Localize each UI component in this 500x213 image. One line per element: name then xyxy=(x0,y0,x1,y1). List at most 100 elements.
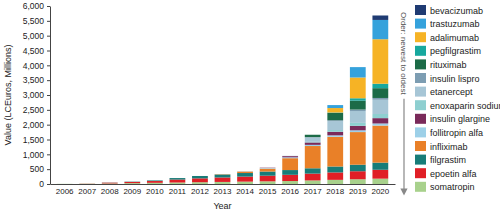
y-tick-label: 2,000 xyxy=(23,120,45,130)
bar-segment xyxy=(260,167,276,168)
y-tick: 500 xyxy=(30,164,50,174)
bar-segment xyxy=(260,176,276,182)
bar-segment xyxy=(102,182,118,183)
bar-segment xyxy=(102,182,118,183)
bar-segment xyxy=(237,172,253,173)
y-tick-label: 4,500 xyxy=(23,46,45,56)
legend-label: epoetin alfa xyxy=(430,169,477,179)
bar-segment xyxy=(79,183,95,184)
legend-item: pegfilgrastim xyxy=(415,46,481,57)
bar-segment xyxy=(79,183,95,184)
x-tick: 2011 xyxy=(169,184,187,196)
bar-segment xyxy=(147,180,163,181)
bar-segment xyxy=(282,155,298,156)
x-tick: 2010 xyxy=(146,184,164,196)
bar-segment xyxy=(282,170,298,175)
bar-segment xyxy=(57,183,73,184)
x-tick-label: 2006 xyxy=(56,187,74,196)
legend-item: insulin glargine xyxy=(415,114,490,125)
bar-segment xyxy=(147,180,163,181)
bar-segment xyxy=(102,182,118,183)
bar-segment xyxy=(79,183,95,184)
bar-segment xyxy=(147,180,163,181)
bar-segment xyxy=(102,182,118,183)
y-tick: 3,000 xyxy=(23,90,50,100)
legend-swatch xyxy=(415,46,426,56)
bar-segment xyxy=(327,135,343,136)
bar-segment xyxy=(192,175,208,176)
legend-item: rituximab xyxy=(415,59,467,70)
y-axis: 05001,0001,5002,0002,5003,0003,5004,0004… xyxy=(23,1,51,189)
x-tick: 2012 xyxy=(191,184,209,196)
bar-segment xyxy=(192,175,208,176)
bar-segment xyxy=(305,168,321,173)
y-tick-label: 500 xyxy=(30,164,44,174)
x-tick: 2007 xyxy=(78,184,96,196)
y-tick-mark xyxy=(47,6,50,7)
bar-segment xyxy=(350,165,366,172)
legend-label: somatropin xyxy=(430,182,475,192)
bar-segment xyxy=(215,175,231,178)
x-tick: 2015 xyxy=(259,184,277,196)
legend-item: insulin lispro xyxy=(415,73,480,84)
bar-segment xyxy=(282,156,298,157)
bar-segment xyxy=(102,182,118,183)
bar-segment xyxy=(192,175,208,176)
y-tick-mark xyxy=(47,80,50,81)
bar-segment xyxy=(124,181,140,182)
bar-segment xyxy=(327,130,343,132)
bar-segment xyxy=(215,174,231,175)
x-tick-label: 2019 xyxy=(349,187,367,196)
bar-segment xyxy=(102,182,118,183)
bar-segment xyxy=(192,175,208,176)
bar-segment xyxy=(282,155,298,156)
legend-label: etanercept xyxy=(430,87,473,97)
x-axis-line xyxy=(51,184,396,185)
x-tick: 2018 xyxy=(326,184,344,196)
legend-swatch xyxy=(415,155,426,165)
y-axis-title: Value (LCEuros, Millions) xyxy=(3,45,13,146)
legend-swatch xyxy=(415,73,426,83)
bar-segment xyxy=(327,105,343,106)
bar-segment xyxy=(57,183,73,184)
bar-segment xyxy=(102,182,118,183)
bar-segment xyxy=(237,171,253,172)
bar-segment xyxy=(282,175,298,181)
legend-label: rituximab xyxy=(430,60,467,70)
bar-segment xyxy=(57,183,73,184)
bar-segment xyxy=(215,177,231,181)
legend-label: insulin glargine xyxy=(430,114,490,124)
bar-segment xyxy=(282,181,298,184)
bar-segment xyxy=(170,183,186,184)
bar-segment xyxy=(282,158,298,170)
bar-segment xyxy=(350,171,366,179)
bar-segment xyxy=(350,111,366,123)
bar-segment xyxy=(124,181,140,182)
bar-segment xyxy=(57,183,73,184)
bar-segment xyxy=(260,167,276,168)
bar-segment xyxy=(147,180,163,181)
bar-segment xyxy=(350,77,366,98)
legend-swatch xyxy=(415,100,426,110)
legend-label: filgrastim xyxy=(430,155,466,165)
bar-segment xyxy=(237,171,253,172)
y-tick-label: 3,000 xyxy=(23,90,45,100)
bar-segment xyxy=(327,113,343,120)
bar-segment xyxy=(372,39,388,84)
bar-segment xyxy=(350,101,366,110)
y-tick: 2,500 xyxy=(23,105,50,115)
y-tick: 3,500 xyxy=(23,75,50,85)
y-tick-mark xyxy=(47,65,50,66)
x-tick: 2013 xyxy=(214,184,232,196)
bar-segment xyxy=(170,178,186,179)
bar-segment xyxy=(192,176,208,178)
bar-segment xyxy=(57,183,73,184)
bar-segment xyxy=(192,178,208,182)
x-tick-label: 2017 xyxy=(304,187,322,196)
bar-segment xyxy=(124,183,140,184)
bar-segment xyxy=(305,137,321,141)
bar-segment xyxy=(372,170,388,179)
bar-segment xyxy=(282,156,298,157)
bar-segment xyxy=(170,178,186,179)
bar-segment xyxy=(260,167,276,168)
